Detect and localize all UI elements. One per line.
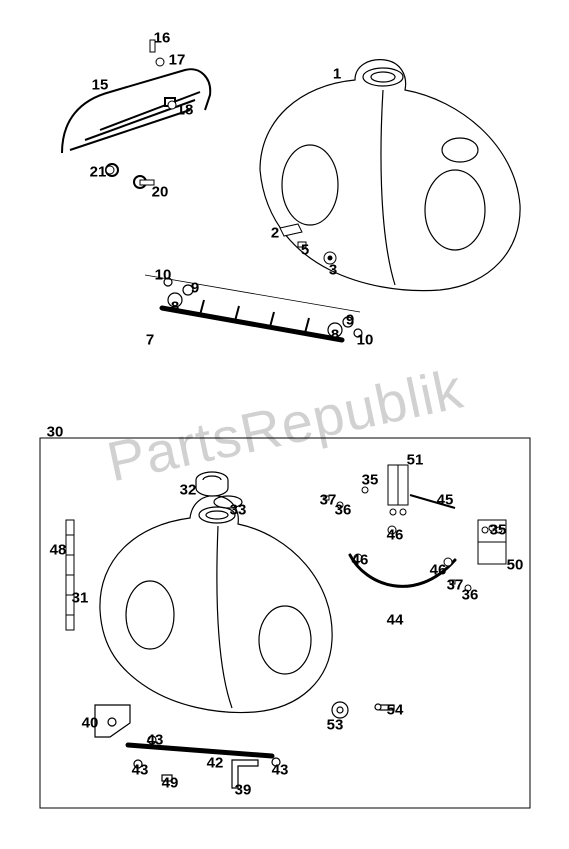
callout-label-50: 50 [507, 557, 524, 574]
callout-label-44: 44 [387, 612, 404, 629]
callout-label-46c: 46 [430, 562, 447, 579]
callout-label-8b: 8 [331, 327, 339, 344]
callout-label-9a: 9 [191, 280, 199, 297]
callout-label-8a: 8 [171, 299, 179, 316]
callout-label-35b: 35 [490, 522, 507, 539]
tank-lower [100, 496, 332, 713]
callout-label-33: 33 [230, 502, 247, 519]
callout-label-9b: 9 [346, 312, 354, 329]
rack-fasteners [106, 40, 176, 185]
callout-label-43b: 43 [132, 762, 149, 779]
tank-upper [260, 60, 520, 291]
callout-label-35a: 35 [362, 472, 379, 489]
callout-label-15: 15 [92, 77, 109, 94]
callout-label-46a: 46 [387, 527, 404, 544]
callout-label-10b: 10 [357, 332, 374, 349]
callout-label-45: 45 [437, 492, 454, 509]
callout-label-2: 2 [271, 225, 279, 242]
callout-label-31: 31 [72, 590, 89, 607]
callout-label-32: 32 [180, 482, 197, 499]
callout-label-5: 5 [301, 242, 309, 259]
callout-label-48: 48 [50, 542, 67, 559]
callout-label-30: 30 [47, 424, 64, 441]
callout-label-37a: 37 [320, 492, 337, 509]
callout-label-1: 1 [333, 66, 341, 83]
callout-label-18: 18 [177, 102, 194, 119]
callout-label-39: 39 [235, 782, 252, 799]
callout-label-43c: 43 [272, 762, 289, 779]
callout-label-37b: 37 [447, 577, 464, 594]
callout-label-46b: 46 [352, 552, 369, 569]
callout-label-53: 53 [327, 717, 344, 734]
callout-label-20: 20 [152, 184, 169, 201]
rack-15 [62, 69, 210, 188]
callout-label-51: 51 [407, 452, 424, 469]
callout-label-16: 16 [154, 30, 171, 47]
callout-label-40: 40 [82, 715, 99, 732]
diagram-container: PartsRepublik 12357889910101516171820213… [0, 0, 569, 849]
callout-label-54: 54 [387, 702, 404, 719]
callout-label-36a: 36 [335, 502, 352, 519]
strip-48 [66, 520, 74, 630]
callout-label-10a: 10 [155, 267, 172, 284]
lower-mount [95, 705, 280, 788]
callout-label-49: 49 [162, 775, 179, 792]
callout-label-21: 21 [90, 164, 107, 181]
bracket-51 [388, 465, 408, 515]
callout-label-7: 7 [146, 332, 154, 349]
callout-label-43a: 43 [147, 732, 164, 749]
callout-label-36b: 36 [462, 587, 479, 604]
callout-label-42: 42 [207, 755, 224, 772]
callout-label-3: 3 [329, 262, 337, 279]
callout-label-17: 17 [169, 52, 186, 69]
